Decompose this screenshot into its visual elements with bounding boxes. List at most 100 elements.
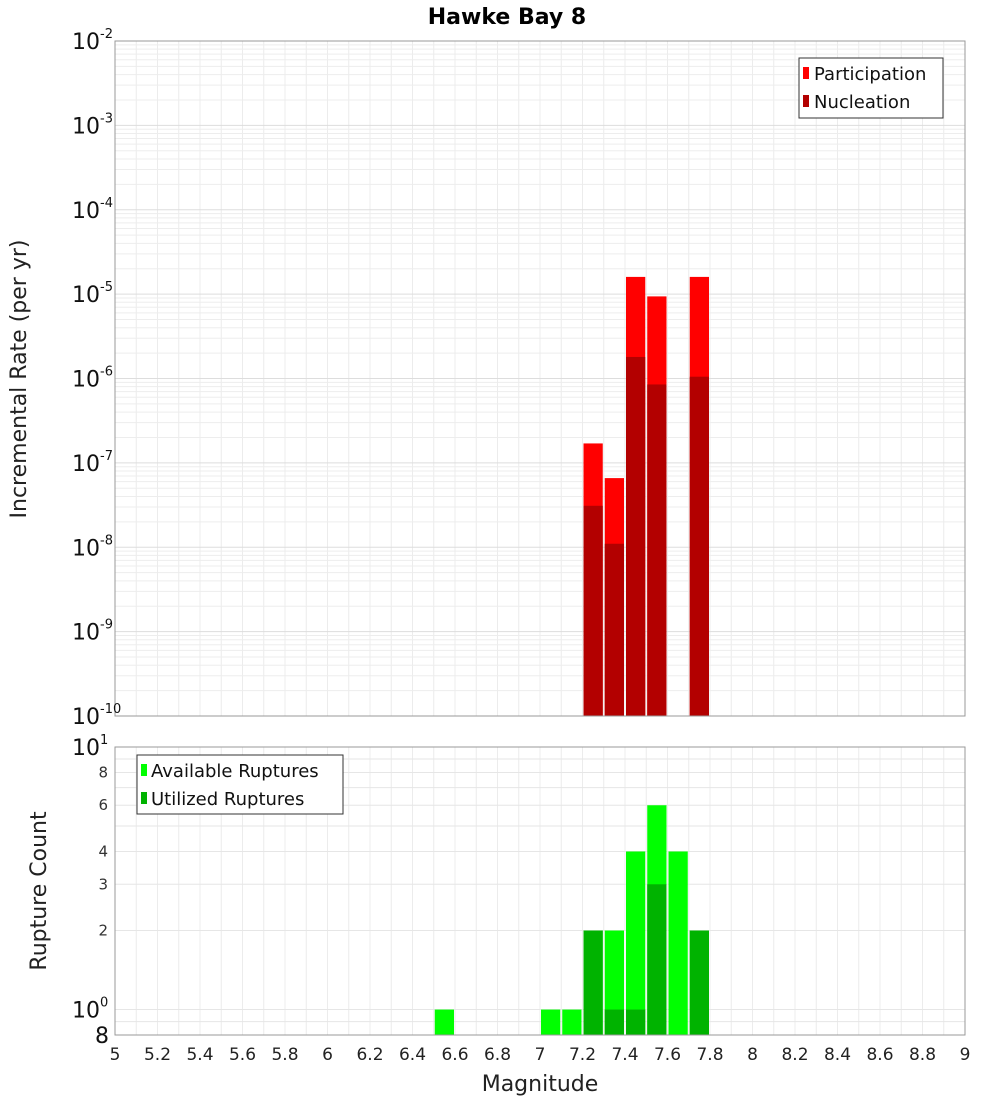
top-y-tick-label-exponent: -6 xyxy=(100,365,113,380)
top-legend: Participation Nucleation xyxy=(798,57,944,119)
top-y-tick-label-exponent: -10 xyxy=(100,702,121,717)
x-tick-label: 7 xyxy=(535,1045,546,1065)
legend-label-available: Available Ruptures xyxy=(151,761,319,782)
x-tick-label: 6.6 xyxy=(441,1045,468,1065)
top-y-tick-label-base: 10 xyxy=(72,621,100,646)
bottom-y-minor-tick-label: 3 xyxy=(98,875,108,893)
x-tick-label: 5.6 xyxy=(229,1045,256,1065)
top-y-tick-label-base: 10 xyxy=(72,30,100,55)
x-tick-label: 5 xyxy=(110,1045,121,1065)
x-tick-label: 8.2 xyxy=(781,1045,808,1065)
bottom-plot-frame xyxy=(114,746,966,1036)
bar-nucleation xyxy=(604,543,624,716)
top-plot-frame xyxy=(114,40,966,717)
top-bars xyxy=(583,276,709,716)
top-y-tick-label-exponent: -5 xyxy=(100,280,113,295)
top-y-tick-label-exponent: -2 xyxy=(100,27,113,42)
bottom-bars xyxy=(434,805,709,1035)
legend-label-nucleation: Nucleation xyxy=(814,92,910,113)
bar-available-ruptures xyxy=(541,1009,561,1035)
bottom-y-tick-label-exponent: 0 xyxy=(100,996,108,1011)
bar-available-ruptures xyxy=(668,851,688,1035)
top-y-tick-label-base: 10 xyxy=(72,283,100,308)
top-y-tick-label-base: 10 xyxy=(72,199,100,224)
legend-label-participation: Participation xyxy=(814,64,926,85)
bottom-y-axis-label: Rupture Count xyxy=(27,811,52,971)
x-tick-label: 5.8 xyxy=(271,1045,298,1065)
x-axis-label: Magnitude xyxy=(482,1072,599,1097)
bottom-y-tick-label: 101 xyxy=(72,733,108,761)
x-tick-label: 6.8 xyxy=(484,1045,511,1065)
x-tick-label: 7.6 xyxy=(654,1045,681,1065)
bottom-y-tick-label-base: 10 xyxy=(72,999,100,1024)
top-legend-frame xyxy=(798,57,944,119)
x-tick-label: 6.2 xyxy=(356,1045,383,1065)
top-y-axis-label: Incremental Rate (per yr) xyxy=(7,240,32,519)
top-y-tick-label: 10-4 xyxy=(72,196,113,224)
top-y-tick-label-exponent: -3 xyxy=(100,111,113,126)
top-y-tick-label-exponent: -8 xyxy=(100,533,113,548)
x-tick-label: 8.6 xyxy=(866,1045,893,1065)
bottom-legend-frame xyxy=(136,754,344,815)
bar-utilized-ruptures xyxy=(647,884,667,1035)
bar-utilized-ruptures xyxy=(604,1009,624,1035)
bottom-y-tick-label-exponent: 1 xyxy=(100,733,108,748)
bar-utilized-ruptures xyxy=(689,930,709,1035)
top-y-axis-ticks: 10-210-310-410-510-610-710-810-910-10 xyxy=(72,27,121,730)
bar-nucleation xyxy=(647,384,667,716)
bar-available-ruptures xyxy=(434,1009,454,1035)
x-tick-label: 5.2 xyxy=(144,1045,171,1065)
top-y-tick-label-base: 10 xyxy=(72,536,100,561)
top-y-tick-label: 10-5 xyxy=(72,280,113,308)
bottom-y-minor-tick-label: 2 xyxy=(98,922,108,940)
top-y-tick-label-base: 10 xyxy=(72,452,100,477)
bar-nucleation xyxy=(583,505,603,716)
legend-swatch-nucleation xyxy=(803,95,809,107)
x-tick-label: 8 xyxy=(747,1045,758,1065)
bar-available-ruptures xyxy=(562,1009,582,1035)
bottom-y-minor-tick-label: 8 xyxy=(98,763,108,781)
top-y-tick-label: 10-2 xyxy=(72,27,113,55)
x-tick-label: 9 xyxy=(960,1045,971,1065)
x-tick-label: 7.2 xyxy=(569,1045,596,1065)
bar-nucleation xyxy=(626,356,646,716)
top-y-tick-label-base: 10 xyxy=(72,114,100,139)
bar-available-ruptures xyxy=(626,851,646,1035)
chart-title: Hawke Bay 8 xyxy=(428,5,586,30)
top-gridlines xyxy=(114,41,966,717)
x-tick-label: 6 xyxy=(322,1045,333,1065)
legend-label-utilized: Utilized Ruptures xyxy=(151,789,304,810)
top-y-tick-label-exponent: -4 xyxy=(100,196,113,211)
legend-swatch-participation xyxy=(803,67,809,79)
x-tick-label: 7.4 xyxy=(611,1045,638,1065)
bar-utilized-ruptures xyxy=(626,1009,646,1035)
top-y-tick-label: 10-7 xyxy=(72,449,113,477)
bottom-y-minor-tick-label: 4 xyxy=(98,842,108,860)
top-y-tick-label: 10-9 xyxy=(72,618,113,646)
x-tick-label: 8.8 xyxy=(909,1045,936,1065)
x-axis-ticks: 5 5.2 5.4 5.6 5.8 6 6.2 6.4 6.6 6.8 7 7.2 7.4 7.6 7.8 8… xyxy=(110,1045,971,1065)
x-tick-label: 7.8 xyxy=(696,1045,723,1065)
bottom-legend: Available Ruptures Utilized Ruptures xyxy=(136,754,344,815)
top-y-tick-label: 10-3 xyxy=(72,111,113,139)
bottom-y-tick-label-base: 10 xyxy=(72,736,100,761)
top-y-tick-label-base: 10 xyxy=(72,705,100,730)
top-y-tick-label: 10-8 xyxy=(72,533,113,561)
top-y-tick-label-exponent: -7 xyxy=(100,449,113,464)
bottom-y-minor-tick-label: 6 xyxy=(98,796,108,814)
bottom-y-tick-label: 8 xyxy=(95,1024,109,1049)
bar-utilized-ruptures xyxy=(583,930,603,1035)
top-y-tick-label: 10-10 xyxy=(72,702,121,730)
top-y-tick-label: 10-6 xyxy=(72,365,113,393)
bar-nucleation xyxy=(689,376,709,716)
top-y-tick-label-base: 10 xyxy=(72,368,100,393)
x-tick-label: 6.4 xyxy=(399,1045,426,1065)
x-tick-label: 8.4 xyxy=(824,1045,851,1065)
legend-swatch-available xyxy=(141,764,147,776)
bottom-y-tick-label-base: 8 xyxy=(95,1024,109,1049)
legend-swatch-utilized xyxy=(141,792,147,804)
bottom-y-tick-label: 100 xyxy=(72,996,108,1024)
